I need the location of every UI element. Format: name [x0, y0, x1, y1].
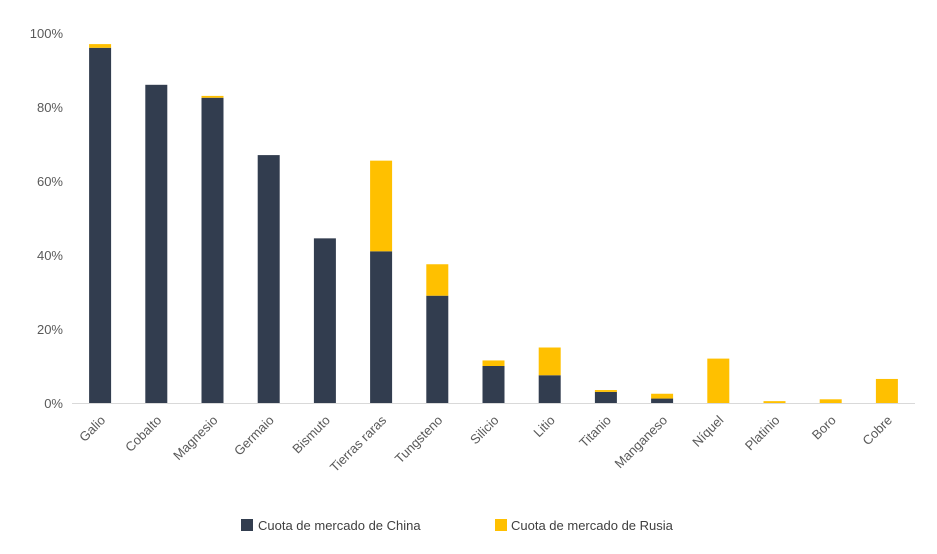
legend-swatch-rusia — [495, 519, 507, 531]
legend: Cuota de mercado de China Cuota de merca… — [241, 518, 674, 533]
bar-segment-china — [89, 47, 112, 404]
x-category-label: Titanio — [576, 413, 614, 451]
x-category-label: Germaio — [231, 413, 277, 459]
bar-segment-china — [426, 295, 449, 403]
bar-segment-china — [482, 366, 505, 403]
bar-segment-rusia — [819, 399, 842, 403]
x-category-label: Tungsteno — [392, 413, 446, 467]
bar-segment-rusia — [707, 358, 730, 403]
bar-segment-rusia — [370, 160, 393, 252]
y-tick-label: 20% — [37, 322, 63, 337]
y-axis-tick-labels: 0% 20% 40% 60% 80% 100% — [30, 26, 64, 411]
x-category-label: Boro — [809, 413, 839, 443]
y-tick-label: 0% — [44, 396, 63, 411]
x-axis-category-labels: Galio Cobalto Magnesio Germaio BismutoTierra… — [76, 412, 895, 475]
y-tick-label: 100% — [30, 26, 64, 41]
bar-segment-rusia — [875, 378, 898, 403]
y-tick-label: 60% — [37, 174, 63, 189]
bar-segment-china — [538, 375, 561, 403]
x-category-label: Bismuto — [289, 413, 333, 457]
bar-segment-rusia — [201, 95, 224, 98]
legend-swatch-china — [241, 519, 253, 531]
bar-segment-rusia — [651, 393, 674, 399]
x-category-label: Cobre — [859, 413, 895, 449]
y-tick-label: 80% — [37, 100, 63, 115]
bar-segment-rusia — [538, 347, 561, 376]
x-category-label: Níquel — [689, 412, 726, 449]
bar-segment-rusia — [594, 390, 617, 392]
bar-segment-china — [201, 97, 224, 403]
x-category-label: Magnesio — [170, 413, 220, 463]
bar-segment-china — [257, 155, 280, 403]
bar-segment-china — [370, 251, 393, 403]
bars-group — [89, 44, 898, 404]
bar-segment-rusia — [763, 401, 786, 403]
bar-segment-rusia — [89, 44, 112, 48]
bar-segment-china — [313, 238, 336, 403]
legend-label-rusia: Cuota de mercado de Rusia — [511, 518, 674, 533]
x-category-label: Platinio — [742, 413, 783, 454]
bar-segment-china — [651, 398, 674, 403]
x-category-label: Tierras raras — [327, 412, 390, 475]
bar-segment-rusia — [482, 360, 505, 366]
legend-label-china: Cuota de mercado de China — [258, 518, 421, 533]
y-tick-label: 40% — [37, 248, 63, 263]
x-category-label: Silicio — [467, 413, 502, 448]
x-category-label: Galio — [76, 413, 108, 445]
bar-segment-china — [145, 84, 168, 404]
bar-segment-china — [594, 391, 617, 403]
x-category-label: Cobalto — [122, 413, 164, 455]
x-category-label: Litio — [530, 413, 557, 440]
x-category-label: Manganeso — [612, 413, 671, 472]
bar-segment-rusia — [426, 264, 449, 296]
